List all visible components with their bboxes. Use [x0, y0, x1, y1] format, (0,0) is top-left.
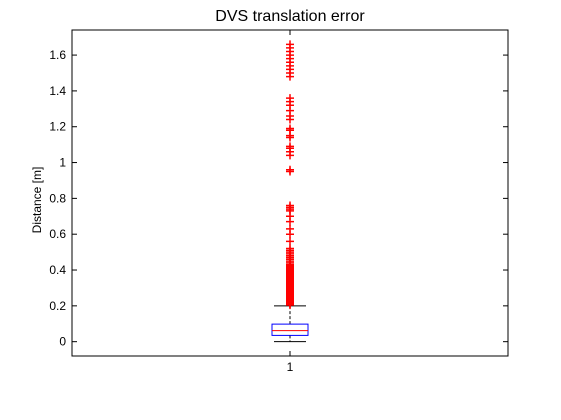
- chart-title: DVS translation error: [215, 8, 365, 25]
- plot-area: 0 0.2 0.4 0.6 0.8 1 1.2 1.4 1.6 1: [49, 29, 509, 374]
- outlier-marker: [286, 201, 294, 210]
- outlier-marker: [286, 40, 294, 49]
- y-tick-label: 0.2: [49, 299, 66, 313]
- outlier-marker: [286, 244, 294, 253]
- outlier-marker: [286, 165, 294, 174]
- y-tick-label: 1.2: [49, 120, 66, 134]
- y-tick-label: 1: [59, 156, 66, 170]
- y-axis-label: Distance [m]: [30, 167, 44, 234]
- y-tick-label: 0.4: [49, 263, 66, 277]
- outlier-marker: [286, 237, 294, 246]
- outlier-marker: [286, 142, 294, 151]
- outlier-marker: [286, 124, 294, 133]
- x-tick-label: 1: [287, 360, 294, 374]
- y-tick-label: 0.6: [49, 227, 66, 241]
- y-tick-label: 1.6: [49, 48, 66, 62]
- outlier-marker: [286, 94, 294, 103]
- y-tick-label: 0: [59, 335, 66, 349]
- y-tick-label: 1.4: [49, 84, 66, 98]
- y-tick-label: 0.8: [49, 191, 66, 205]
- box-iqr: [271, 323, 309, 336]
- outlier-marker: [286, 224, 294, 233]
